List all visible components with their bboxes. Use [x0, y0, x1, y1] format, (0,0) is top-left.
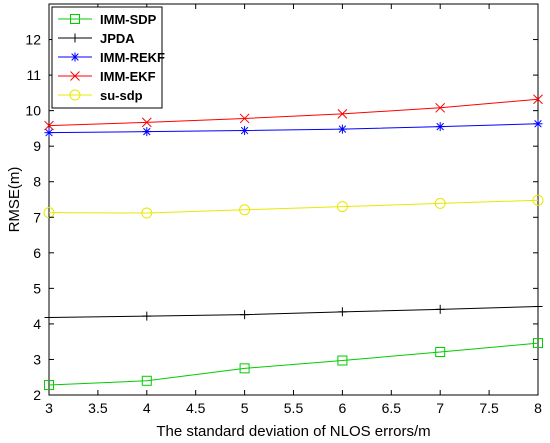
data-point-su-sdp [239, 204, 251, 216]
legend-item-imm-sdp: IMM-SDP [58, 12, 157, 27]
x-tick-label: 5.5 [284, 400, 304, 416]
data-point-su-sdp [141, 207, 153, 219]
legend: IMM-SDP JPDA IMM-REKF IMM-EKF su-sdp [51, 6, 165, 109]
data-point-imm-ekf [239, 113, 250, 124]
series-line-su-sdp [48, 199, 539, 214]
y-tick-label: 2 [33, 387, 41, 403]
data-point-imm-ekf [435, 102, 446, 113]
data-point-jpda [337, 307, 347, 317]
data-point-jpda [142, 311, 152, 321]
series-layer [43, 94, 544, 391]
legend-label: IMM-SDP [100, 12, 157, 27]
y-axis-label: RMSE(m) [6, 167, 23, 233]
x-tick-label: 7.5 [479, 400, 499, 416]
data-point-imm-sdp [435, 346, 446, 357]
legend-item-imm-rekf: IMM-REKF [58, 50, 165, 65]
x-tick-label: 3.5 [88, 400, 108, 416]
data-point-jpda [240, 310, 250, 320]
series-imm-sdp [44, 338, 543, 391]
x-tick-label: 5 [241, 400, 249, 416]
data-point-su-sdp [532, 194, 544, 206]
data-point-imm-sdp [239, 363, 250, 374]
x-tick-label: 3 [45, 400, 53, 416]
y-tick-label: 9 [33, 138, 41, 154]
series-su-sdp [43, 194, 544, 219]
data-point-imm-rekf [337, 124, 347, 134]
y-tick-label: 3 [33, 351, 41, 367]
y-tick-label: 5 [33, 280, 41, 296]
data-point-imm-rekf [435, 122, 445, 132]
legend-swatch-marker [70, 14, 80, 24]
legend-label: su-sdp [100, 88, 143, 103]
series-imm-rekf [44, 119, 543, 138]
data-point-imm-ekf [44, 120, 54, 131]
legend-label: IMM-EKF [100, 69, 156, 84]
series-line-imm-rekf [48, 123, 539, 134]
legend-item-jpda: JPDA [58, 31, 135, 46]
series-imm-ekf [44, 94, 543, 131]
data-point-imm-rekf [142, 127, 152, 137]
legend-label: JPDA [100, 31, 135, 46]
x-tick-label: 4 [143, 400, 151, 416]
legend-item-su-sdp: su-sdp [58, 88, 143, 103]
legend-swatch-marker [69, 89, 81, 101]
y-tick-label: 10 [25, 103, 41, 119]
legend-item-imm-ekf: IMM-EKF [58, 69, 156, 84]
y-tick-label: 4 [33, 316, 41, 332]
legend-swatch-marker [70, 52, 80, 62]
y-tick-label: 8 [33, 174, 41, 190]
data-point-imm-ekf [337, 108, 348, 119]
legend-label: IMM-REKF [100, 50, 165, 65]
data-point-jpda [435, 304, 445, 314]
data-point-imm-sdp [141, 375, 152, 386]
data-point-su-sdp [336, 201, 348, 213]
legend-swatch-marker [70, 33, 80, 43]
data-point-jpda [533, 301, 543, 311]
series-jpda [44, 301, 543, 323]
series-line-imm-ekf [48, 98, 539, 127]
data-point-imm-rekf [240, 126, 250, 136]
x-tick-label: 4.5 [186, 400, 206, 416]
x-tick-label: 8 [534, 400, 542, 416]
series-line-jpda [48, 305, 539, 319]
data-point-imm-sdp [337, 355, 348, 366]
data-point-imm-sdp [533, 338, 543, 349]
data-point-imm-rekf [44, 128, 54, 138]
x-tick-label: 6 [339, 400, 347, 416]
x-tick-label: 6.5 [382, 400, 402, 416]
data-point-imm-ekf [533, 94, 543, 105]
y-tick-label: 7 [33, 209, 41, 225]
x-tick-label: 7 [436, 400, 444, 416]
data-point-imm-ekf [141, 117, 152, 128]
y-tick-label: 11 [26, 67, 41, 83]
data-point-imm-sdp [44, 380, 54, 391]
data-point-su-sdp [434, 197, 446, 209]
series-line-imm-sdp [48, 342, 539, 386]
data-point-imm-rekf [533, 119, 543, 129]
legend-swatch-marker [70, 71, 80, 81]
x-axis-label: The standard deviation of NLOS errors/m [156, 423, 430, 440]
y-tick-label: 12 [25, 32, 41, 48]
data-point-jpda [44, 313, 54, 323]
y-tick-label: 6 [33, 245, 41, 261]
